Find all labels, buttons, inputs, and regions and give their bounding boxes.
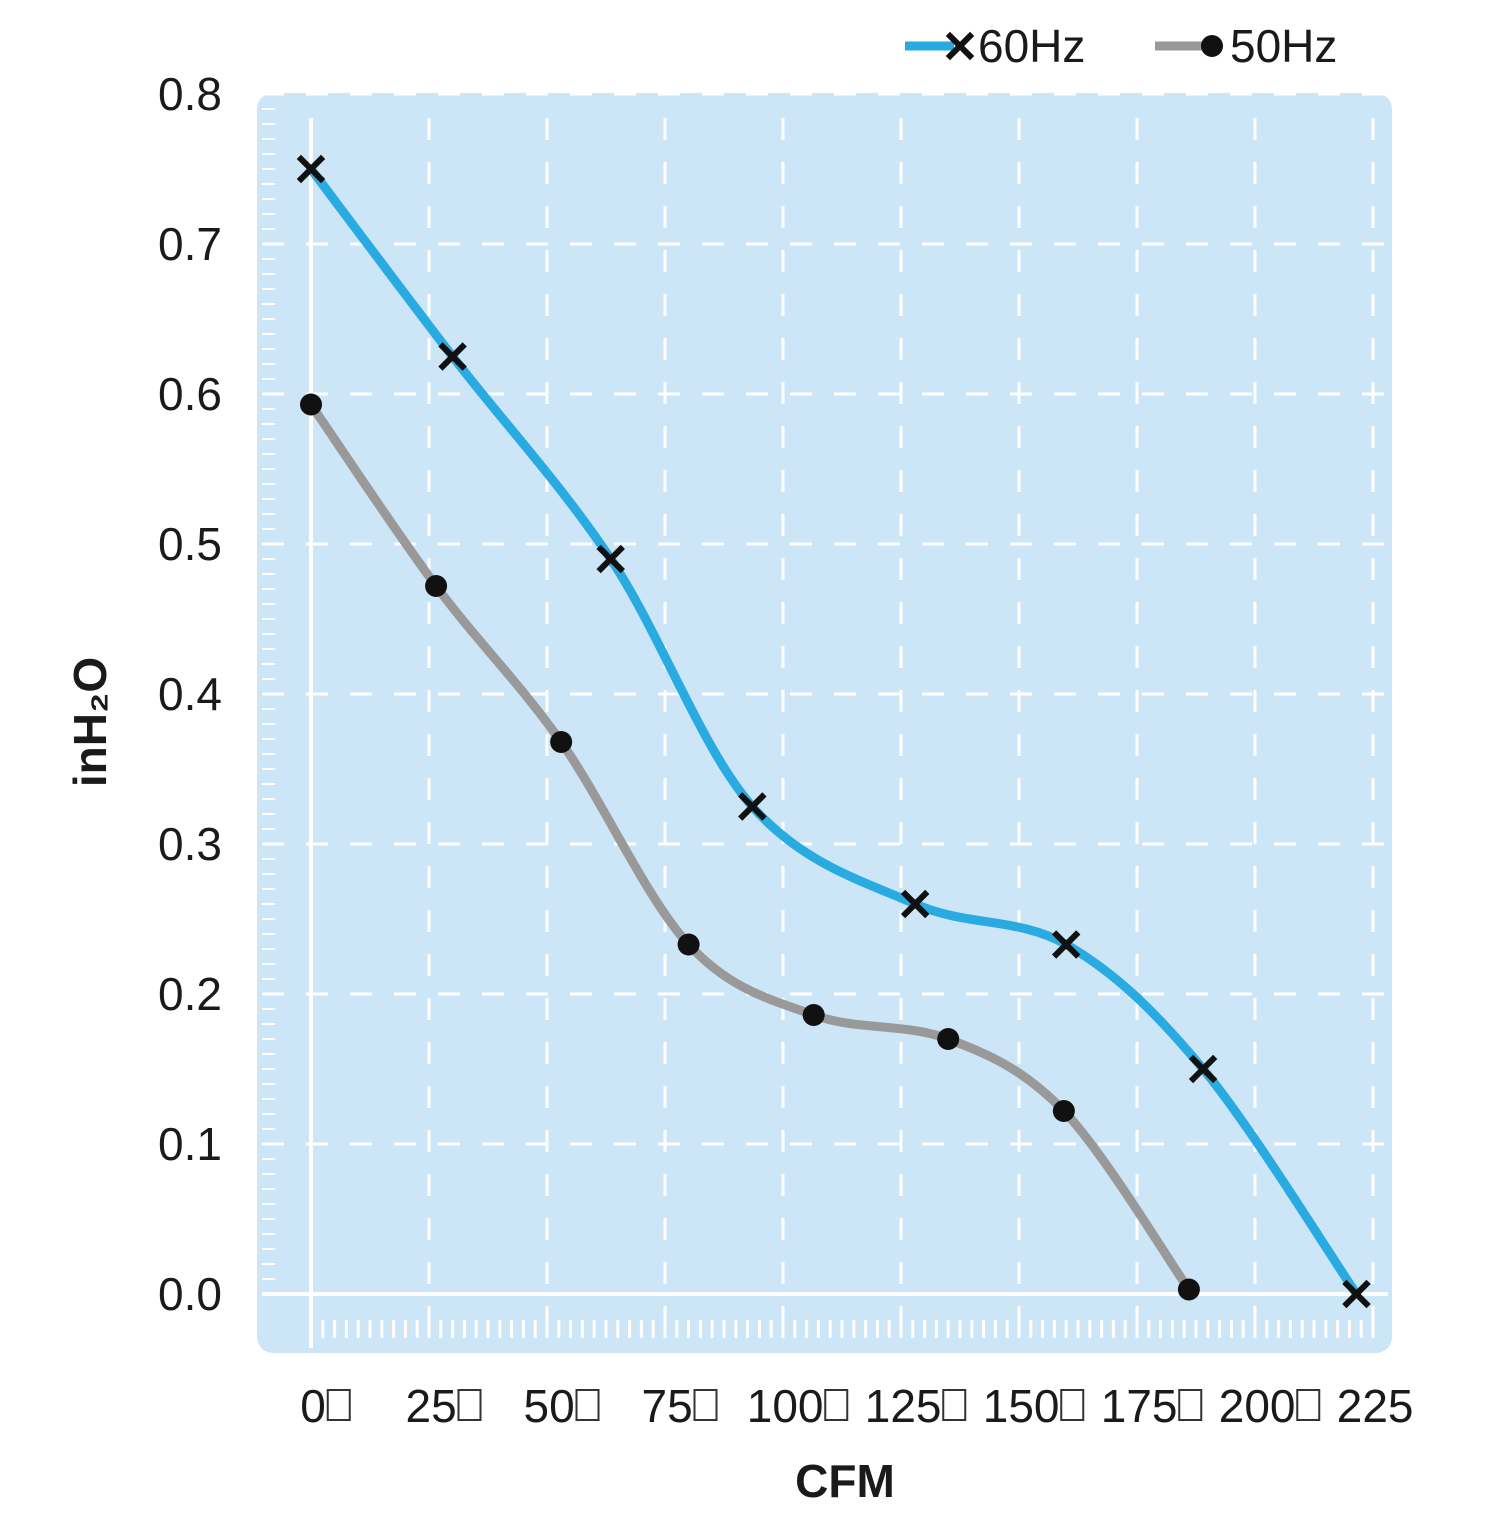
data-point-60Hz <box>596 544 625 574</box>
tick-placeholder-box <box>457 1389 482 1421</box>
data-point-60Hz <box>296 154 326 184</box>
x-tick-label: 175 <box>1101 1380 1178 1432</box>
x-tick-label: 25 <box>406 1380 457 1432</box>
legend-item-60Hz: 60Hz <box>905 20 1085 72</box>
marker-stroke <box>945 31 975 61</box>
series-layer <box>296 154 1371 1309</box>
marker-stroke <box>1051 930 1081 959</box>
y-tick-label: 0.2 <box>158 968 222 1020</box>
x-tick-label: 0 <box>300 1380 326 1432</box>
legend-label: 50Hz <box>1230 20 1337 72</box>
data-point-50Hz <box>550 731 573 753</box>
data-point-60Hz <box>438 342 467 371</box>
tick-placeholder-box <box>824 1389 849 1421</box>
tick-placeholder-box <box>326 1389 351 1421</box>
marker-stroke <box>1188 1054 1218 1084</box>
x-tick-label: 75 <box>642 1380 693 1432</box>
x-tick-labels: 0 25 50 75 100 125 150 175 200 225 <box>300 1380 1413 1432</box>
minor-ticks <box>262 93 1375 1338</box>
marker-stroke <box>1342 1279 1371 1309</box>
data-point-50Hz <box>425 575 448 597</box>
tick-placeholder-box <box>575 1389 600 1421</box>
y-tick-label: 0.5 <box>158 518 222 570</box>
tick-placeholder-box <box>942 1389 967 1421</box>
y-axis-title: inH₂O <box>64 657 116 787</box>
data-point-60Hz <box>1051 930 1081 959</box>
x-tick-label: 200 <box>1219 1380 1296 1432</box>
y-tick-label: 0.1 <box>158 1118 222 1170</box>
x-tick-label: 100 <box>747 1380 824 1432</box>
marker-stroke <box>296 154 326 184</box>
tick-placeholder-box <box>1060 1389 1085 1421</box>
data-point-60Hz <box>900 889 930 919</box>
tick-placeholder-box <box>1296 1389 1321 1421</box>
marker-stroke <box>596 544 625 574</box>
y-tick-labels: 0.0 0.1 0.2 0.3 0.4 0.5 0.6 0.7 0.8 <box>158 68 222 1320</box>
y-tick-label: 0.0 <box>158 1268 222 1320</box>
data-point-50Hz <box>802 1004 825 1026</box>
data-point-60Hz <box>738 792 767 821</box>
legend-label: 60Hz <box>978 20 1085 72</box>
tick-placeholder-box <box>1178 1389 1203 1421</box>
x-tick-label: 150 <box>983 1380 1060 1432</box>
y-tick-label: 0.3 <box>158 818 222 870</box>
y-tick-label: 0.6 <box>158 368 222 420</box>
gridlines <box>262 92 1388 1340</box>
x-tick-label: 50 <box>524 1380 575 1432</box>
data-point-50Hz <box>937 1028 960 1050</box>
legend: 60Hz 50Hz <box>905 20 1337 72</box>
legend-marker <box>1201 35 1223 57</box>
axes <box>262 118 1388 1348</box>
data-point-50Hz <box>1177 1278 1200 1301</box>
x-tick-label: 125 <box>865 1380 942 1432</box>
marker-stroke <box>738 792 767 821</box>
data-point-50Hz <box>1052 1100 1075 1122</box>
y-tick-label: 0.4 <box>158 668 222 720</box>
tick-placeholder-box <box>693 1389 718 1421</box>
data-point-60Hz <box>1188 1054 1218 1084</box>
data-point-50Hz <box>300 393 322 416</box>
marker-stroke <box>438 342 467 371</box>
data-point-50Hz <box>677 933 700 956</box>
x-tick-label: 225 <box>1337 1380 1414 1432</box>
plot-background <box>257 93 1392 1353</box>
data-point-60Hz <box>1342 1279 1371 1309</box>
x-axis-title: CFM <box>795 1455 895 1507</box>
y-tick-label: 0.7 <box>158 218 222 270</box>
y-tick-label: 0.8 <box>158 68 222 120</box>
marker-stroke <box>900 889 930 919</box>
legend-item-50Hz: 50Hz <box>1155 20 1337 72</box>
legend-marker <box>945 31 975 61</box>
